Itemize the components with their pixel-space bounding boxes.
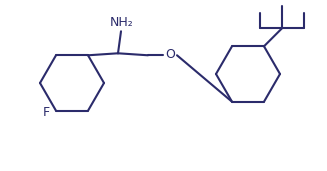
Text: NH₂: NH₂ [110,16,134,29]
Text: F: F [43,106,50,119]
Text: O: O [165,48,175,61]
